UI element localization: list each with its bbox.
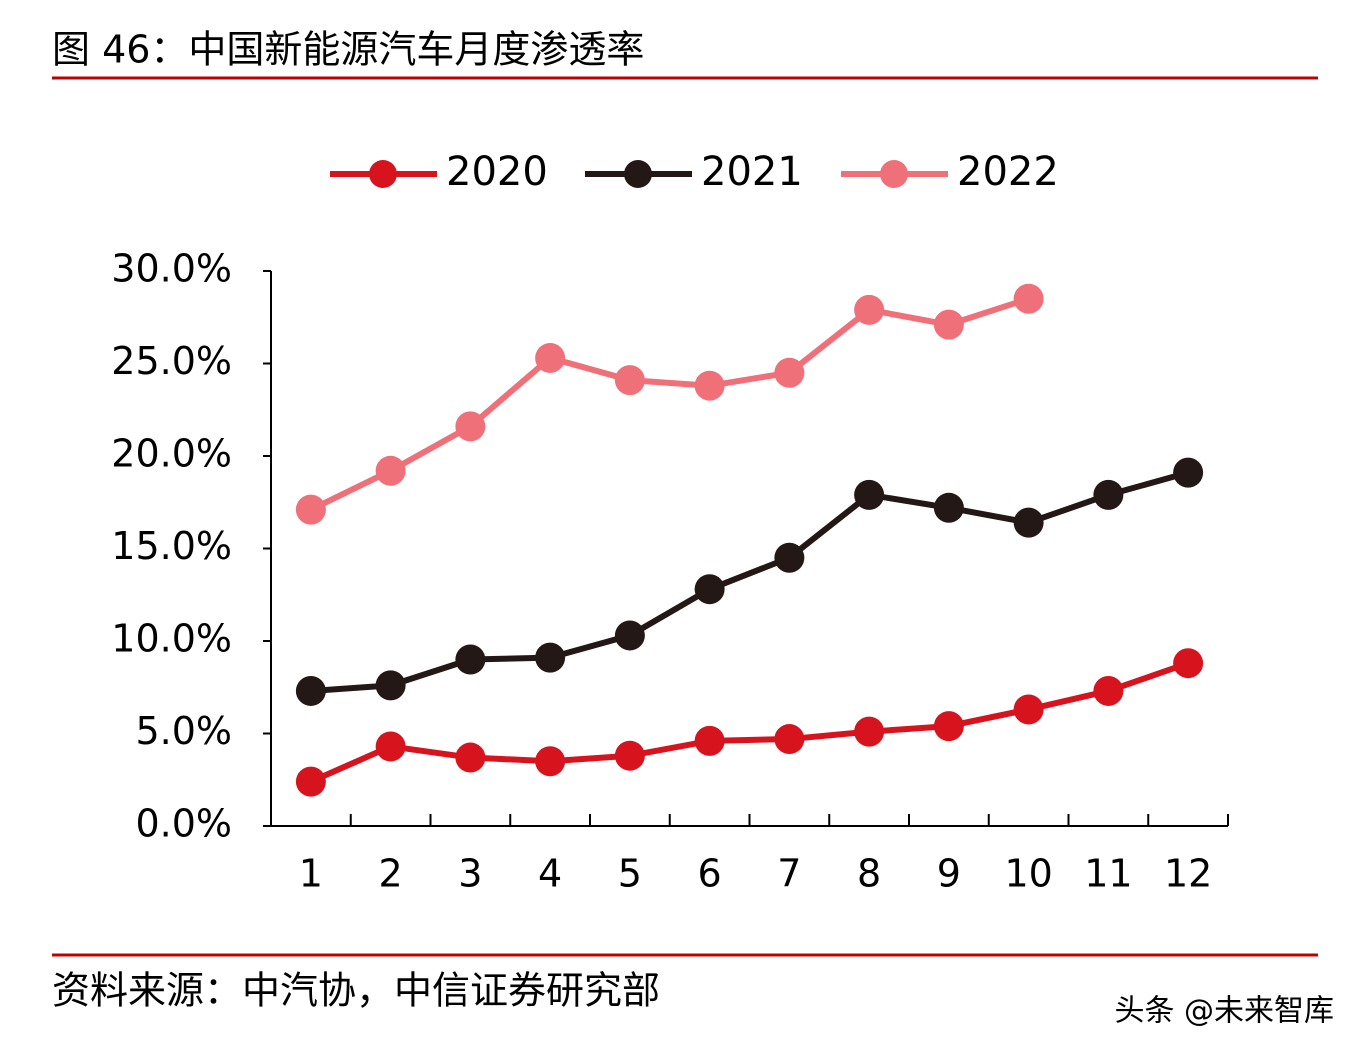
data-point [455, 742, 486, 773]
y-tick-label: 30.0% [111, 247, 232, 291]
data-point [1013, 507, 1044, 538]
legend-label: 2020 [446, 149, 548, 195]
source: 资料来源：中汽协，中信证券研究部 [52, 969, 660, 1013]
data-point [295, 494, 326, 525]
data-point [1093, 479, 1124, 510]
data-point [535, 342, 566, 373]
watermark: 头条 @未来智库 [1114, 994, 1334, 1029]
data-point [375, 731, 406, 762]
series-line [309, 295, 1030, 513]
chart-title: 图 46：中国新能源汽车月度渗透率 [52, 28, 644, 72]
x-tick-label: 5 [618, 852, 642, 896]
data-point [1173, 648, 1204, 679]
data-point [933, 492, 964, 523]
legend-marker [880, 160, 908, 188]
data-point [455, 644, 486, 675]
x-tick-label: 1 [299, 852, 323, 896]
x-tick-label: 7 [777, 852, 801, 896]
legend-marker [624, 160, 652, 188]
data-point [1173, 457, 1204, 488]
y-tick-label: 0.0% [135, 802, 232, 846]
x-tick-label: 6 [698, 852, 722, 896]
data-point [774, 357, 805, 388]
y-tick-label: 5.0% [135, 709, 232, 753]
data-point [1093, 675, 1124, 706]
data-point [694, 725, 725, 756]
x-tick-label: 11 [1084, 852, 1132, 896]
data-point [694, 574, 725, 605]
data-point [295, 675, 326, 706]
x-tick-label: 9 [937, 852, 961, 896]
legend-label: 2021 [701, 149, 803, 195]
data-point [535, 746, 566, 777]
y-tick-label: 10.0% [111, 617, 232, 661]
x-tick-label: 10 [1004, 852, 1052, 896]
data-point [614, 620, 645, 651]
data-point [694, 370, 725, 401]
data-point [535, 642, 566, 673]
x-tick-label: 3 [458, 852, 482, 896]
data-point [933, 711, 964, 742]
legend-label: 2022 [957, 149, 1059, 195]
data-point [854, 716, 885, 747]
data-point [854, 294, 885, 325]
data-point [933, 309, 964, 340]
data-point [375, 670, 406, 701]
y-tick-label: 15.0% [111, 524, 232, 568]
data-point [375, 455, 406, 486]
data-point [774, 542, 805, 573]
data-point [455, 411, 486, 442]
x-tick-label: 4 [538, 852, 562, 896]
data-point [295, 766, 326, 797]
data-point [774, 724, 805, 755]
data-point [1013, 283, 1044, 314]
legend-marker [369, 160, 397, 188]
x-tick-label: 12 [1164, 852, 1212, 896]
data-point [854, 479, 885, 510]
x-tick-label: 8 [857, 852, 881, 896]
data-point [614, 740, 645, 771]
data-point [614, 365, 645, 396]
data-point [1013, 694, 1044, 725]
y-tick-label: 20.0% [111, 432, 232, 476]
y-tick-label: 25.0% [111, 339, 232, 383]
x-tick-label: 2 [379, 852, 403, 896]
